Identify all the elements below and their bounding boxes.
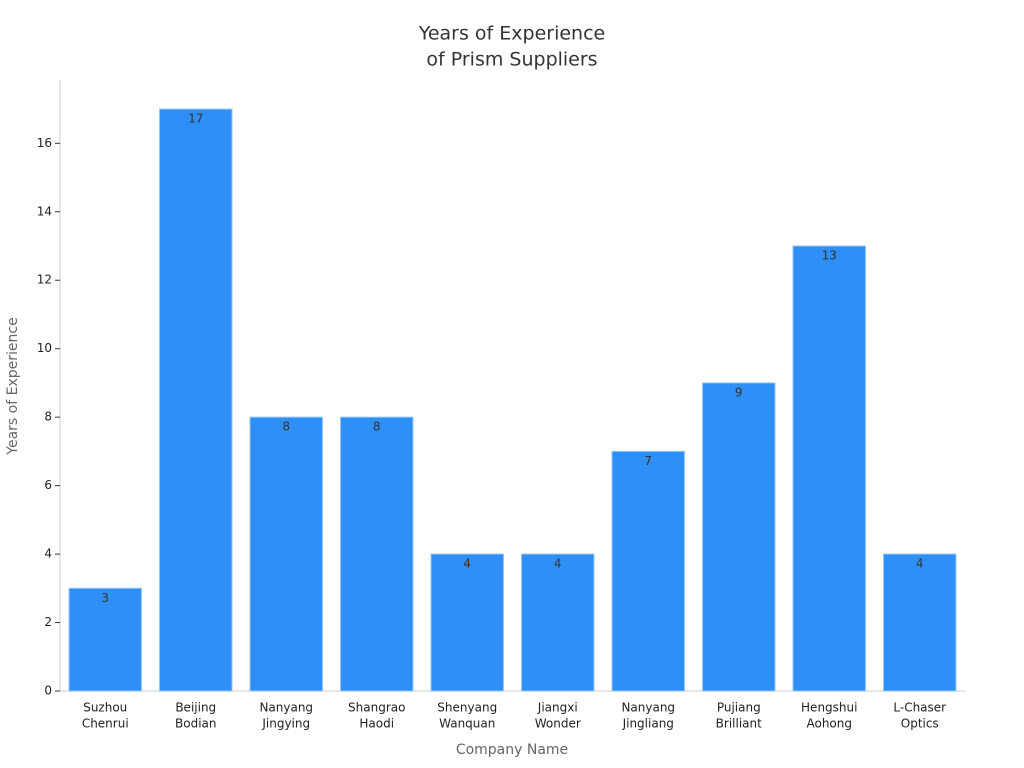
bar — [521, 553, 595, 692]
x-tick-label: Haodi — [359, 717, 394, 731]
bar — [883, 553, 957, 692]
bar — [611, 450, 685, 692]
y-tick-label: 14 — [37, 204, 52, 218]
bar — [68, 587, 142, 692]
x-tick-label: Suzhou — [83, 701, 127, 715]
y-tick-label: 10 — [37, 341, 52, 355]
x-tick-label: Bodian — [175, 717, 216, 731]
value-label: 9 — [735, 385, 743, 399]
value-label: 8 — [282, 420, 290, 434]
y-tick-label: 8 — [44, 410, 52, 424]
x-tick-label: Brilliant — [716, 717, 762, 731]
bar — [159, 108, 233, 692]
value-label: 17 — [188, 112, 203, 126]
x-tick-label: Optics — [901, 717, 939, 731]
x-tick-label: Chenrui — [82, 717, 129, 731]
x-axis-label: Company Name — [456, 742, 568, 758]
chart-title: Years of Experience — [418, 23, 605, 45]
bar — [792, 245, 866, 692]
bar — [430, 553, 504, 692]
y-tick-label: 6 — [44, 478, 52, 492]
bar — [702, 382, 776, 692]
y-tick-label: 12 — [37, 273, 52, 287]
x-tick-label: Nanyang — [259, 701, 313, 715]
value-label: 3 — [101, 591, 109, 605]
value-label: 13 — [822, 249, 837, 263]
x-tick-label: Pujiang — [717, 701, 761, 715]
x-tick-label: L-Chaser — [893, 701, 946, 715]
x-tick-label: Jiangxi — [537, 701, 578, 715]
chart-title: of Prism Suppliers — [426, 49, 597, 71]
value-label: 8 — [373, 420, 381, 434]
y-tick-label: 4 — [44, 547, 52, 561]
x-tick-label: Nanyang — [621, 701, 675, 715]
x-tick-label: Shenyang — [437, 701, 497, 715]
y-tick-label: 0 — [44, 684, 52, 698]
x-tick-label: Shangrao — [348, 701, 405, 715]
x-tick-label: Wonder — [535, 717, 581, 731]
x-tick-label: Jingying — [261, 717, 310, 731]
value-label: 4 — [463, 557, 471, 571]
y-axis-label: Years of Experience — [5, 317, 21, 455]
x-tick-label: Wanquan — [439, 717, 495, 731]
x-tick-label: Hengshui — [801, 701, 857, 715]
bar — [340, 416, 414, 692]
value-label: 7 — [644, 454, 652, 468]
y-tick-label: 2 — [44, 615, 52, 629]
x-tick-label: Aohong — [806, 717, 852, 731]
value-label: 4 — [554, 557, 562, 571]
x-tick-label: Jingliang — [622, 717, 674, 731]
bar — [249, 416, 323, 692]
x-tick-label: Beijing — [175, 701, 216, 715]
value-label: 4 — [916, 557, 924, 571]
y-tick-label: 16 — [37, 136, 52, 150]
